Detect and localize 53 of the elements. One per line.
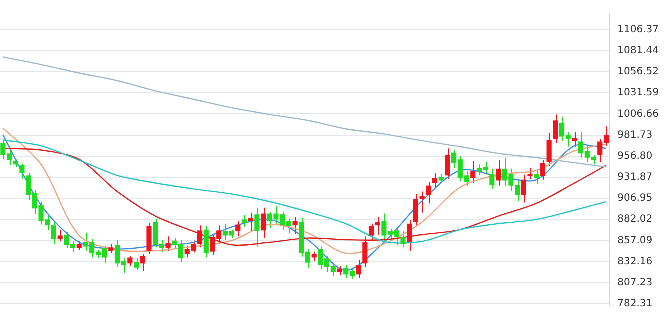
candlestick bbox=[534, 170, 540, 185]
y-tick-label: 1031.59 bbox=[618, 88, 660, 99]
y-tick-label: 857.09 bbox=[618, 235, 653, 246]
candlestick bbox=[337, 266, 342, 276]
candlestick bbox=[198, 225, 203, 248]
candlestick bbox=[426, 182, 432, 204]
candlestick bbox=[368, 223, 374, 242]
candlestick bbox=[134, 258, 140, 271]
candlestick bbox=[312, 251, 317, 262]
candlestick bbox=[546, 132, 552, 167]
y-tick-label: 1006.66 bbox=[618, 108, 660, 120]
candlestick bbox=[248, 212, 254, 232]
y-tick-label: 1106.37 bbox=[618, 24, 660, 36]
candlestick bbox=[242, 214, 248, 228]
candlestick bbox=[166, 236, 171, 252]
y-tick-label: 1081.44 bbox=[618, 45, 660, 56]
y-tick-label: 807.23 bbox=[618, 278, 653, 289]
candlestick bbox=[356, 260, 362, 279]
candlestick bbox=[490, 168, 495, 190]
candlestick bbox=[204, 226, 209, 258]
candlestick bbox=[20, 163, 25, 180]
y-tick-label: 931.87 bbox=[618, 172, 653, 184]
y-tick-label: 956.80 bbox=[618, 150, 653, 162]
candlestick bbox=[108, 244, 114, 254]
candlestick bbox=[432, 172, 438, 188]
candlestick bbox=[400, 231, 406, 248]
candlestick bbox=[521, 174, 526, 204]
candlestick bbox=[254, 207, 260, 248]
candlestick bbox=[292, 216, 298, 235]
y-tick-label: 832.16 bbox=[618, 256, 653, 268]
candlestick bbox=[420, 191, 425, 214]
y-tick-label: 1056.52 bbox=[618, 66, 660, 78]
candlestick bbox=[445, 148, 450, 180]
candlestick bbox=[553, 114, 558, 144]
line-series bbox=[2, 56, 608, 168]
candlestick bbox=[528, 168, 533, 180]
y-tick-label: 906.95 bbox=[618, 193, 653, 204]
candlestick bbox=[572, 132, 578, 148]
candlestick bbox=[496, 160, 502, 186]
candlestick bbox=[470, 160, 476, 184]
candlestick bbox=[140, 254, 146, 272]
candlestick bbox=[540, 160, 546, 180]
candlestick bbox=[362, 236, 368, 268]
candlestick bbox=[261, 207, 266, 239]
y-tick-label: 882.02 bbox=[618, 214, 653, 226]
candlestick bbox=[236, 220, 241, 238]
y-tick-label: 981.73 bbox=[618, 130, 653, 141]
y-tick-label: 782.31 bbox=[618, 298, 653, 310]
candlestick bbox=[375, 216, 380, 236]
candlestick bbox=[407, 220, 412, 252]
candlestick bbox=[51, 222, 57, 245]
candlestick bbox=[413, 194, 418, 226]
candlestick bbox=[128, 256, 133, 267]
